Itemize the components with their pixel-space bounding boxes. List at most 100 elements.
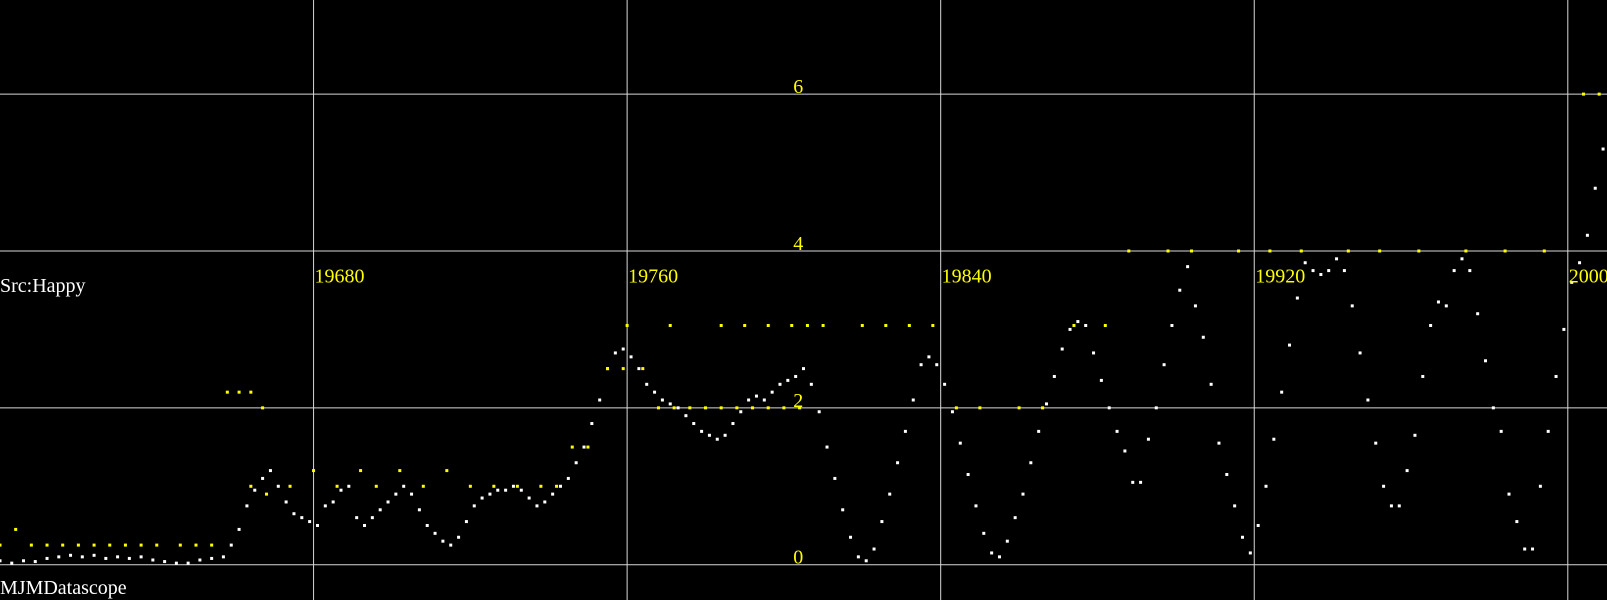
data-point-white [676,406,680,410]
data-point-yellow [237,390,241,394]
data-point-white [1256,523,1260,527]
data-point-white [1421,374,1425,378]
data-point-white [1546,429,1550,433]
data-point-white [919,363,923,367]
data-point-white [1436,300,1440,304]
data-point-white [1123,449,1127,453]
data-point-white [186,561,190,565]
data-point-white [10,561,14,565]
data-point-white [363,523,367,527]
data-point-white [1225,473,1229,477]
data-point-white [997,555,1001,559]
data-point-white [1233,504,1237,508]
data-point-yellow [766,406,770,410]
data-point-white [1099,378,1103,382]
data-point-white [127,556,131,560]
data-point-white [637,367,641,371]
data-point-white [1201,335,1205,339]
data-point-white [174,561,178,565]
y-tick-label: 2 [793,390,803,412]
data-point-white [1060,347,1064,351]
data-point-white [809,382,813,386]
data-point-white [1280,390,1284,394]
data-point-white [1460,257,1464,261]
data-point-white [1178,288,1182,292]
data-point-white [1515,520,1519,524]
data-point-white [802,367,805,371]
data-point-white [472,504,476,508]
data-point-yellow [743,323,747,327]
data-point-yellow [688,406,692,410]
data-point-yellow [312,469,316,473]
data-point-white [1452,269,1456,273]
data-point-white [1013,516,1017,520]
data-point-white [982,531,986,535]
data-point-yellow [735,406,739,410]
data-point-white [1327,269,1331,273]
data-point-white [1288,343,1292,347]
data-point-white [1335,257,1339,261]
data-point-white [402,484,406,488]
data-point-yellow [1072,323,1076,327]
data-point-yellow [123,543,127,547]
data-point-white [613,351,617,355]
x-tick-label: 19840 [942,265,992,287]
data-point-yellow [860,323,864,327]
y-tick-label: 0 [793,547,803,569]
data-point-yellow [704,406,708,410]
data-point-white [1021,492,1025,496]
data-point-white [543,500,547,504]
data-point-yellow [656,406,660,410]
data-point-white [700,429,704,433]
data-point-yellow [1190,249,1194,253]
data-point-white [582,445,586,449]
data-point-white [990,551,994,555]
data-point-white [425,523,429,527]
data-point-yellow [468,484,472,488]
data-point-yellow [210,543,214,547]
data-point-white [1601,147,1605,151]
data-point-white [1193,304,1197,308]
data-point-white [1162,363,1166,367]
data-point-white [1092,351,1096,355]
data-point-white [1068,327,1072,331]
data-point-white [151,558,155,562]
data-point-white [1084,323,1088,327]
data-point-yellow [539,484,543,488]
data-point-white [308,520,312,524]
data-point-white [276,484,280,488]
data-point-yellow [14,527,18,531]
data-point-yellow [1503,249,1507,253]
data-point-yellow [249,390,253,394]
data-point-white [519,488,523,492]
data-point-yellow [570,445,574,449]
data-point-white [1570,280,1574,284]
data-point-yellow [92,543,96,547]
data-point-yellow [1041,406,1045,410]
data-point-yellow [1237,249,1241,253]
data-point-white [1139,480,1143,484]
data-point-yellow [359,469,363,473]
data-point-white [1272,437,1276,441]
data-point-yellow [1166,249,1170,253]
data-point-white [1468,269,1472,273]
data-point-white [880,520,884,524]
data-point-white [1444,304,1448,308]
data-point-yellow [374,484,378,488]
data-point-white [535,504,539,508]
data-point-white [825,445,829,449]
data-point-yellow [805,323,809,327]
data-point-white [911,398,915,402]
data-point-yellow [907,323,911,327]
data-point-white [0,559,2,563]
data-point-white [739,410,743,414]
data-point-yellow [1542,249,1546,253]
data-point-white [163,560,167,564]
data-point-white [386,500,390,504]
data-point-white [762,398,766,402]
data-point-white [433,531,437,535]
data-point-yellow [606,367,610,371]
